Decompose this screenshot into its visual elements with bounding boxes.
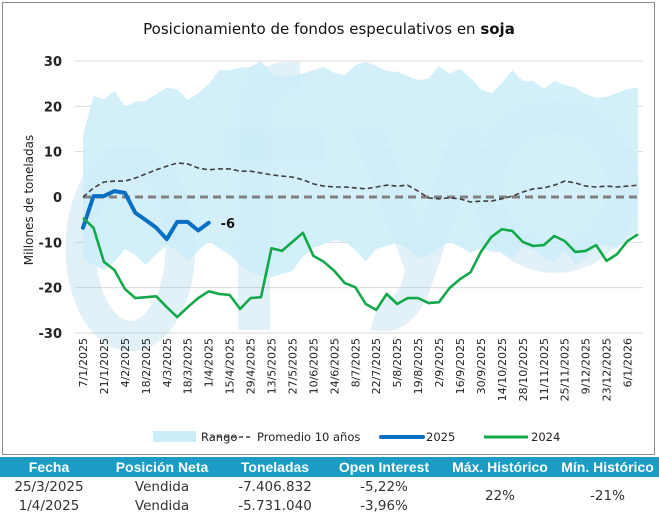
x-tick-label: 21/1/2025 bbox=[98, 338, 111, 394]
x-tick-label: 25/11/2025 bbox=[559, 338, 572, 401]
cell-toneladas: -5.731.040 bbox=[238, 497, 312, 514]
x-tick-label: 4/3/2025 bbox=[161, 338, 174, 387]
x-tick-label: 29/4/2025 bbox=[245, 338, 258, 394]
x-tick-label: 10/6/2025 bbox=[307, 338, 320, 394]
y-axis-label: Millones de toneladas bbox=[22, 135, 36, 266]
table-row: 1/4/2025 Vendida -5.731.040 -3,96% bbox=[0, 496, 659, 515]
x-tick-label: 28/10/2025 bbox=[517, 338, 530, 401]
chart: Posicionamiento de fondos especulativos … bbox=[22, 20, 643, 444]
x-tick-label: 16/9/2025 bbox=[454, 338, 467, 394]
header-fecha: Fecha bbox=[0, 457, 98, 477]
header-max-historico: Máx. Histórico bbox=[444, 457, 556, 477]
x-tick-label: 6/1/2026 bbox=[622, 338, 635, 387]
end-value-label-2025: -6 bbox=[221, 217, 235, 232]
cell-min-historico: -21% bbox=[590, 488, 625, 504]
x-tick-label: 18/2/2025 bbox=[140, 338, 153, 394]
range-band bbox=[83, 61, 638, 278]
x-tick-label: 13/5/2025 bbox=[266, 338, 279, 394]
x-tick-label: 11/11/2025 bbox=[538, 338, 551, 401]
x-tick-label: 2/9/2025 bbox=[433, 338, 446, 387]
table-header-row: Fecha Posición Neta Toneladas Open Inter… bbox=[0, 457, 659, 477]
cell-open-interest: -5,22% bbox=[360, 478, 408, 495]
y-tick-label: 20 bbox=[44, 100, 62, 115]
x-tick-label: 23/12/2025 bbox=[601, 338, 614, 401]
x-tick-label: 27/5/2025 bbox=[286, 338, 299, 394]
legend-label-promedio: Promedio 10 años bbox=[257, 430, 360, 444]
y-tick-label: 0 bbox=[53, 191, 62, 206]
legend-swatch-rango bbox=[153, 431, 196, 442]
legend: Rango Promedio 10 años 2025 2024 bbox=[153, 430, 560, 444]
cell-max-historico: 22% bbox=[484, 488, 515, 504]
y-tick-label: -20 bbox=[39, 282, 63, 297]
x-tick-label: 1/4/2025 bbox=[203, 338, 216, 387]
x-tick-label: 5/8/2025 bbox=[391, 338, 404, 387]
x-tick-label: 18/3/2025 bbox=[182, 338, 195, 394]
x-axis-ticks: 7/1/2025 21/1/2025 4/2/2025 18/2/2025 4/3/20… bbox=[77, 338, 635, 401]
y-tick-label: -30 bbox=[39, 327, 63, 342]
legend-label-2025: 2025 bbox=[426, 430, 455, 444]
cell-posicion: Vendida bbox=[134, 478, 190, 495]
legend-label-2024: 2024 bbox=[531, 430, 560, 444]
table-row: 25/3/2025 Vendida -7.406.832 -5,22% 22% … bbox=[0, 477, 659, 505]
chart-title-bold: soja bbox=[480, 20, 515, 38]
x-tick-label: 9/12/2025 bbox=[580, 338, 593, 394]
summary-table: Fecha Posición Neta Toneladas Open Inter… bbox=[0, 457, 659, 515]
header-min-historico: Mín. Histórico bbox=[556, 457, 659, 477]
series-line-promedio-10-a-os bbox=[82, 162, 639, 203]
y-axis-ticks: 30 20 10 0 -10 -20 -30 bbox=[39, 55, 63, 342]
cell-fecha: 1/4/2025 bbox=[18, 497, 80, 514]
x-tick-label: 24/6/2025 bbox=[328, 338, 341, 394]
x-tick-label: 14/10/2025 bbox=[496, 338, 509, 401]
y-tick-label: -10 bbox=[39, 236, 63, 251]
cell-open-interest: -3,96% bbox=[360, 497, 408, 514]
header-open-interest: Open Interest bbox=[324, 457, 444, 477]
x-tick-label: 8/7/2025 bbox=[349, 338, 362, 387]
cell-posicion: Vendida bbox=[134, 497, 190, 514]
range-band-group bbox=[83, 61, 638, 278]
header-toneladas: Toneladas bbox=[226, 457, 324, 477]
cell-toneladas: -7.406.832 bbox=[238, 478, 312, 495]
series-line-2025 bbox=[81, 189, 211, 242]
series-lines bbox=[81, 162, 639, 319]
chart-title-prefix: Posicionamiento de fondos especulativos … bbox=[143, 20, 480, 38]
x-tick-label: 4/2/2025 bbox=[119, 338, 132, 387]
y-tick-label: 30 bbox=[44, 55, 62, 70]
x-tick-label: 22/7/2025 bbox=[370, 338, 383, 394]
header-posicion-neta: Posición Neta bbox=[98, 457, 226, 477]
x-tick-label: 15/4/2025 bbox=[224, 338, 237, 394]
cell-fecha: 25/3/2025 bbox=[14, 478, 84, 495]
series-line-2024 bbox=[82, 216, 639, 319]
chart-title: Posicionamiento de fondos especulativos … bbox=[143, 20, 515, 38]
x-tick-label: 19/8/2025 bbox=[412, 338, 425, 394]
x-tick-label: 7/1/2025 bbox=[77, 338, 90, 387]
chart-frame: Posicionamiento de fondos especulativos … bbox=[2, 2, 655, 455]
x-tick-label: 30/9/2025 bbox=[475, 338, 488, 394]
y-tick-label: 10 bbox=[44, 146, 62, 161]
